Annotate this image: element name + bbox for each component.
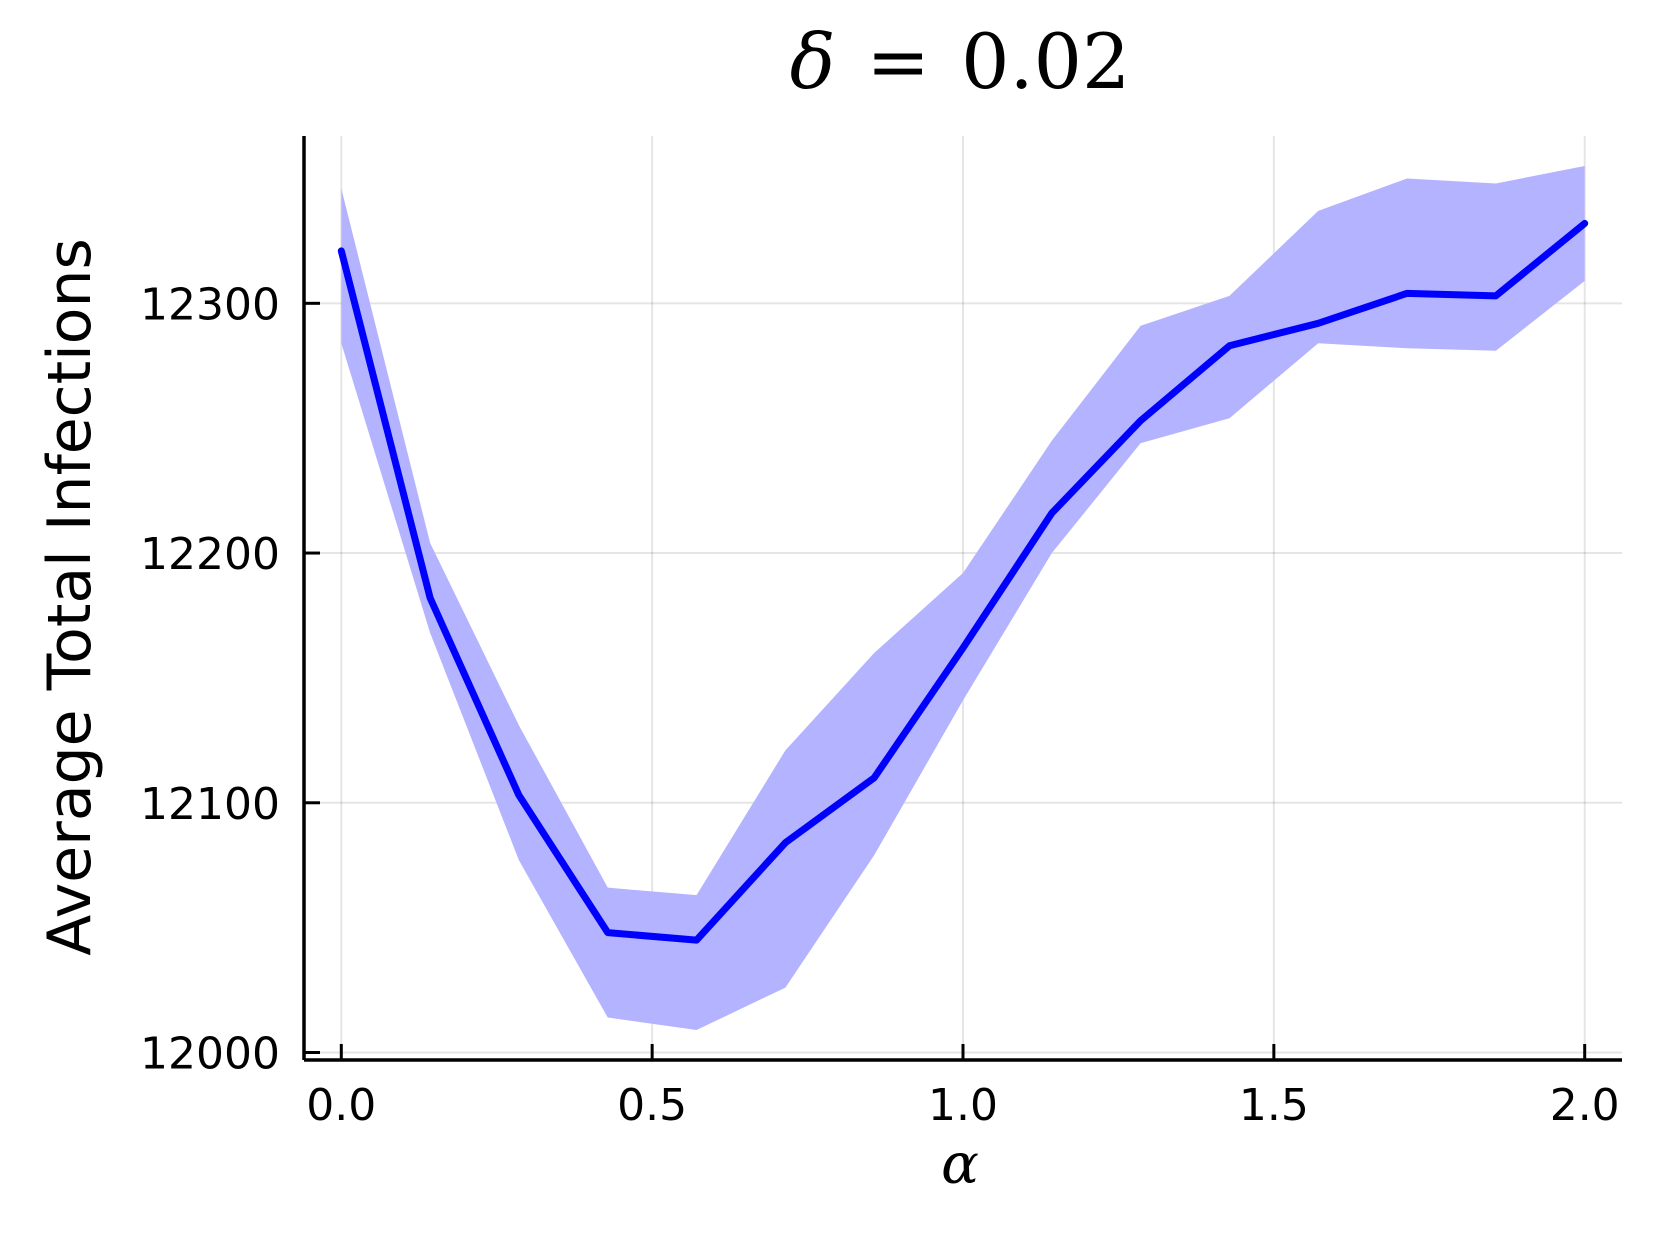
title-operator: = [866,17,930,106]
y-tick-label-0: 12000 [140,1029,280,1080]
title-value: 0.02 [961,17,1130,106]
x-tick-label-1: 0.5 [617,1080,687,1131]
series-line-0 [337,219,1589,944]
x-axis-title: α [941,1132,979,1197]
y-tick-label-3: 12300 [140,279,280,330]
x-tick-label-4: 2.0 [1550,1080,1620,1131]
axes [302,136,1622,1062]
tick-labels: 0.0 0.5 1.0 1.5 2.0 12000 12100 12200 12300 [140,279,1620,1131]
confidence-band-0 [341,165,1585,1031]
y-tick-label-1: 12100 [140,779,280,830]
y-axis-title: Average Total Infections [35,238,105,956]
chart-title: δ = 0.02 [790,17,1131,106]
x-tick-label-0: 0.0 [306,1080,376,1131]
series-line-layer [337,219,1589,944]
confidence-band-layer [341,165,1585,1031]
y-tick-label-2: 12200 [140,529,280,580]
x-tick-label-2: 1.0 [928,1080,998,1131]
x-tick-label-3: 1.5 [1239,1080,1309,1131]
title-symbol: δ [790,17,836,106]
